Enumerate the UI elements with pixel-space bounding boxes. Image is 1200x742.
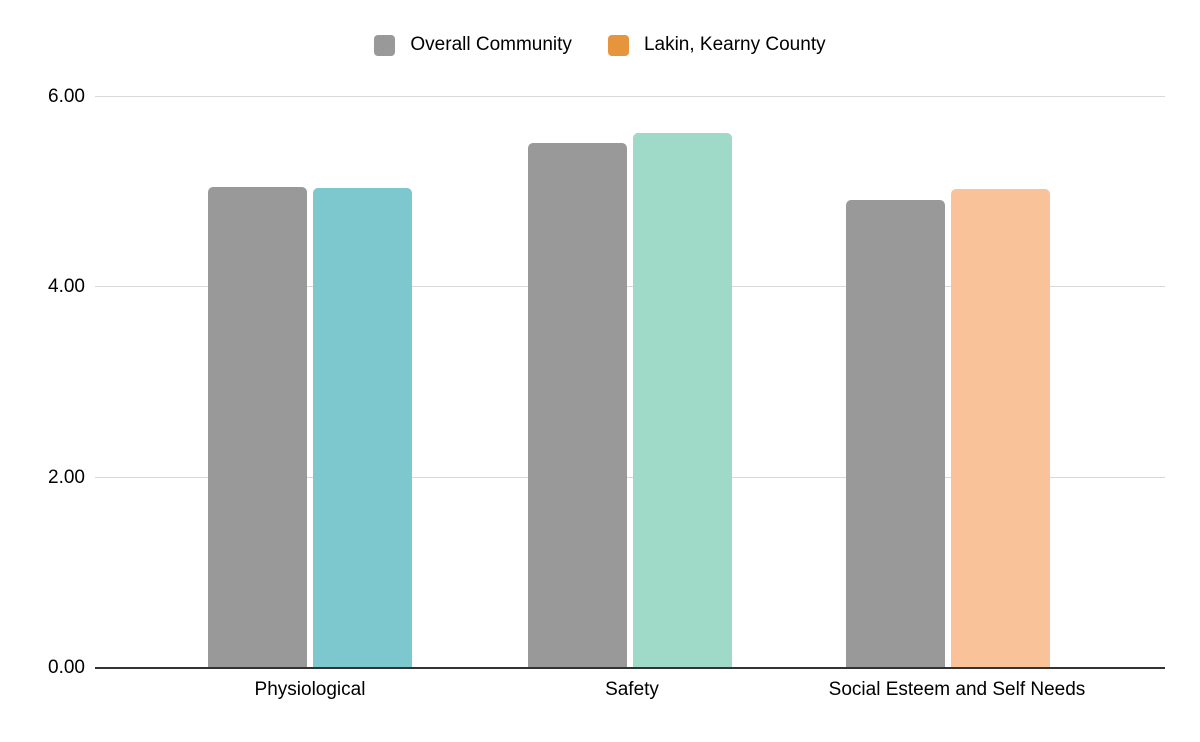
- bar-overall-community-social-esteem-and-self-needs: [846, 200, 945, 667]
- y-tick-label-2.00: 2.00: [48, 467, 85, 488]
- bar-lakin-kearny-county-safety: [633, 133, 732, 667]
- plot-area: [95, 96, 1165, 669]
- bar-overall-community-safety: [528, 143, 627, 667]
- legend-item-overall-community: Overall Community: [374, 33, 572, 57]
- legend-label: Overall Community: [410, 34, 572, 55]
- x-axis-label-social-esteem-and-self-needs: Social Esteem and Self Needs: [828, 679, 1086, 700]
- bar-lakin-kearny-county-physiological: [313, 188, 412, 667]
- bar-overall-community-physiological: [208, 187, 307, 667]
- chart-legend: Overall Community Lakin, Kearny County: [0, 33, 1200, 57]
- legend-swatch-lakin-kearny-county: [607, 34, 629, 56]
- x-axis-line: [95, 667, 1165, 669]
- gridline-2.00: [95, 476, 1165, 478]
- legend-item-lakin-kearny-county: Lakin, Kearny County: [607, 33, 826, 57]
- gridline-4.00: [95, 286, 1165, 288]
- legend-label: Lakin, Kearny County: [643, 34, 826, 55]
- x-axis-label-safety: Safety: [605, 679, 659, 700]
- y-tick-label-0.00: 0.00: [48, 657, 85, 678]
- y-tick-label-6.00: 6.00: [48, 86, 85, 107]
- bar-lakin-kearny-county-social-esteem-and-self-needs: [951, 189, 1050, 667]
- gridline-6.00: [95, 96, 1165, 97]
- x-axis-label-physiological: Physiological: [254, 679, 366, 700]
- y-tick-label-4.00: 4.00: [48, 276, 85, 297]
- legend-swatch-overall-community: [374, 34, 396, 56]
